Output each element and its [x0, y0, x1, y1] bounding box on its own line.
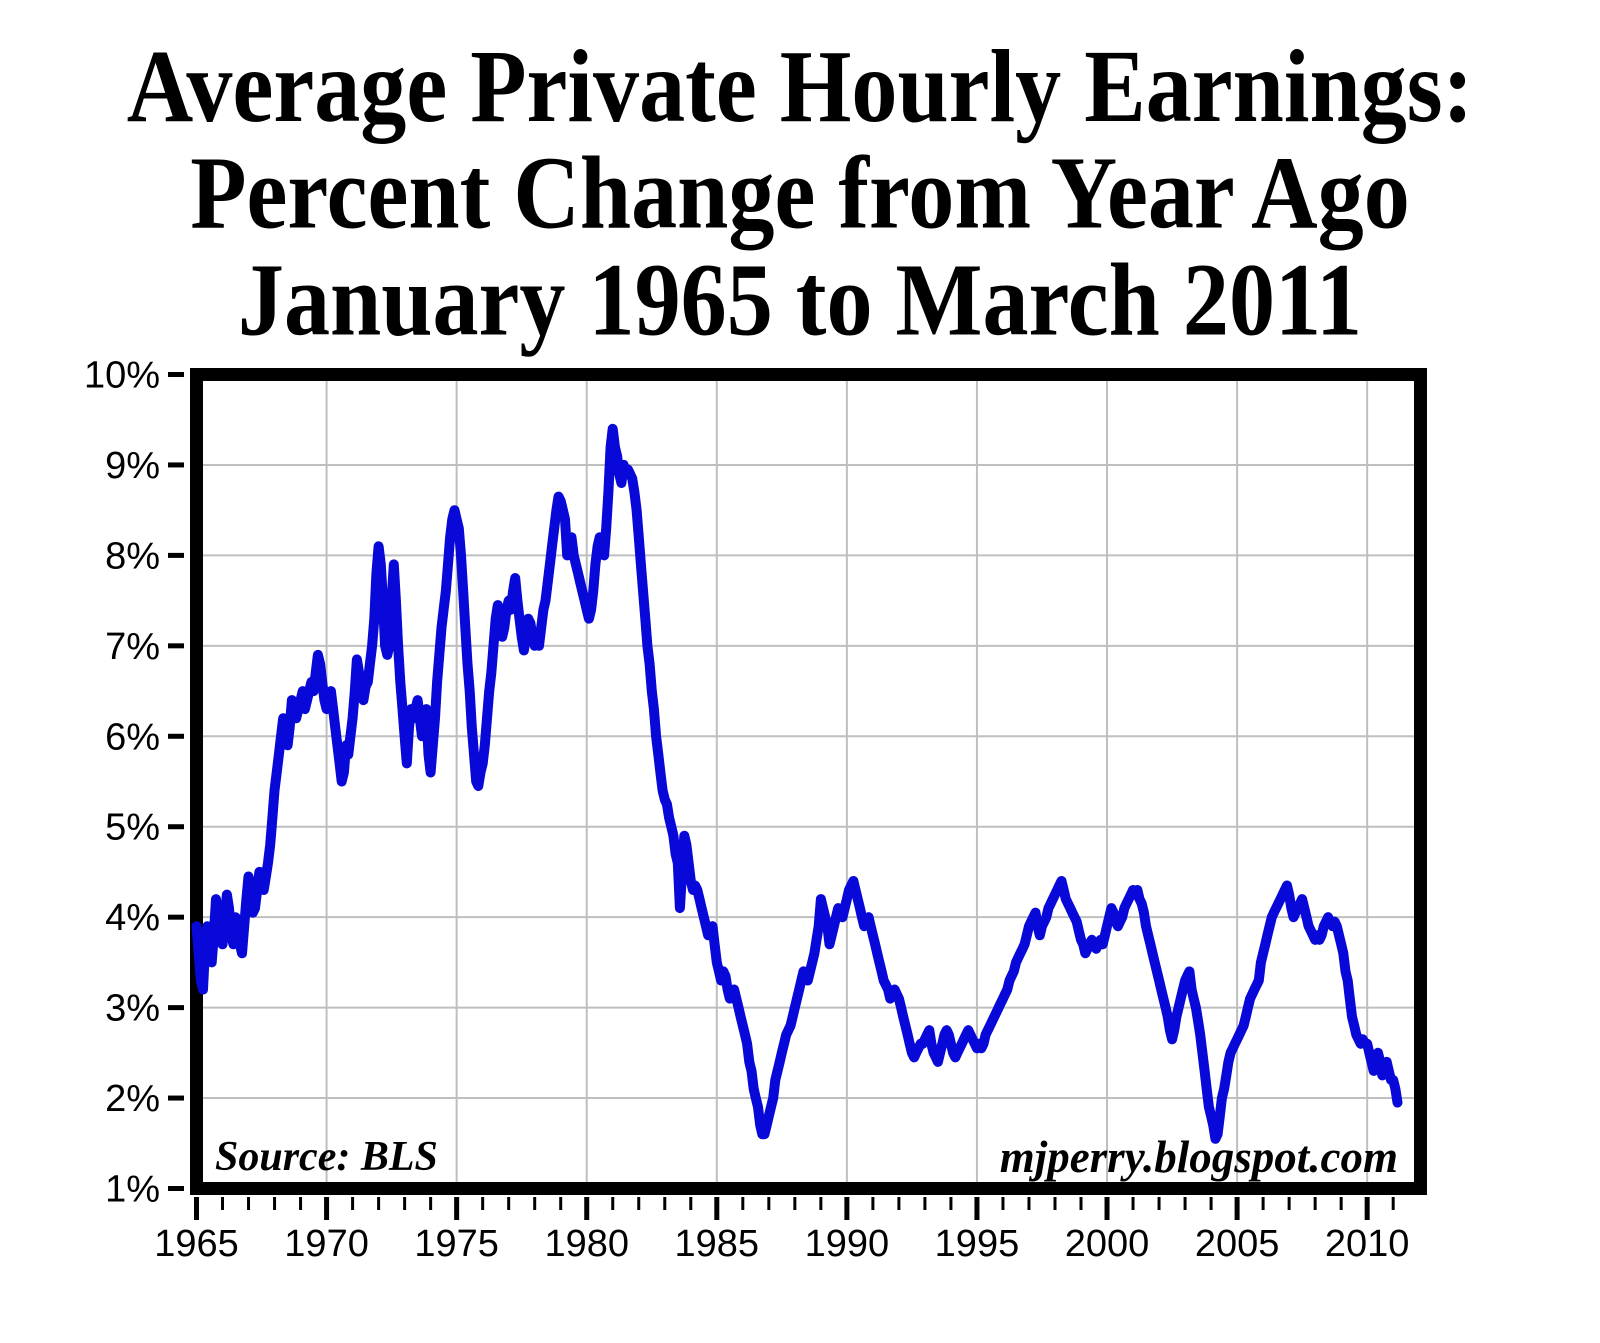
- y-axis-tick: [168, 1005, 184, 1011]
- y-axis-tick: [168, 1186, 184, 1191]
- y-axis-tick: [168, 1095, 184, 1101]
- grid-lines: [196, 374, 1421, 1189]
- y-tick-label: 2%: [105, 1078, 160, 1120]
- plot-border: [190, 368, 1427, 1195]
- y-tick-label: 3%: [105, 988, 160, 1030]
- chart-title-line-2: Percent Change from Year Ago: [190, 136, 1410, 251]
- y-axis-tick: [168, 552, 184, 558]
- y-tick-label: 8%: [105, 535, 160, 577]
- x-tick-label: 2000: [1065, 1223, 1150, 1265]
- y-axis-tick: [168, 914, 184, 920]
- source-note: Source: BLS: [215, 1134, 438, 1180]
- x-tick-label: 1995: [935, 1223, 1020, 1265]
- x-tick-label: 1985: [675, 1223, 760, 1265]
- y-axis-tick: [168, 733, 184, 739]
- y-axis-tick: [168, 643, 184, 649]
- y-tick-label: 6%: [105, 716, 160, 758]
- axis-tick-labels: 1% 2% 3% 4% 5% 6% 7% 8% 9% 10% 1965 1970 1975 1980 198…: [84, 355, 1410, 1266]
- x-tick-label: 1975: [414, 1223, 499, 1265]
- y-axis-tick: [168, 824, 184, 830]
- y-tick-label: 1%: [105, 1169, 160, 1211]
- chart-title: Average Private Hourly Earnings: Percent…: [16, 29, 1584, 358]
- y-axis-tick: [168, 462, 184, 468]
- x-tick-label: 1965: [154, 1223, 239, 1265]
- x-tick-label: 1990: [805, 1223, 890, 1265]
- y-tick-label: 4%: [105, 897, 160, 939]
- watermark-link: mjperry.blogspot.com: [1000, 1132, 1398, 1182]
- y-tick-label: 10%: [84, 355, 160, 397]
- x-tick-label: 1980: [544, 1223, 629, 1265]
- y-tick-label: 5%: [105, 807, 160, 849]
- chart-title-line-1: Average Private Hourly Earnings:: [126, 29, 1474, 145]
- x-tick-label: 2010: [1325, 1223, 1410, 1265]
- chart-title-line-3: January 1965 to March 2011: [237, 243, 1363, 358]
- y-axis-tick: [168, 372, 184, 377]
- x-tick-label: 2005: [1195, 1223, 1280, 1265]
- axis-ticks: [168, 372, 1395, 1220]
- y-tick-label: 7%: [105, 626, 160, 668]
- y-tick-label: 9%: [105, 445, 160, 487]
- data-line-series: [191, 423, 1403, 1144]
- x-tick-label: 1970: [284, 1223, 369, 1265]
